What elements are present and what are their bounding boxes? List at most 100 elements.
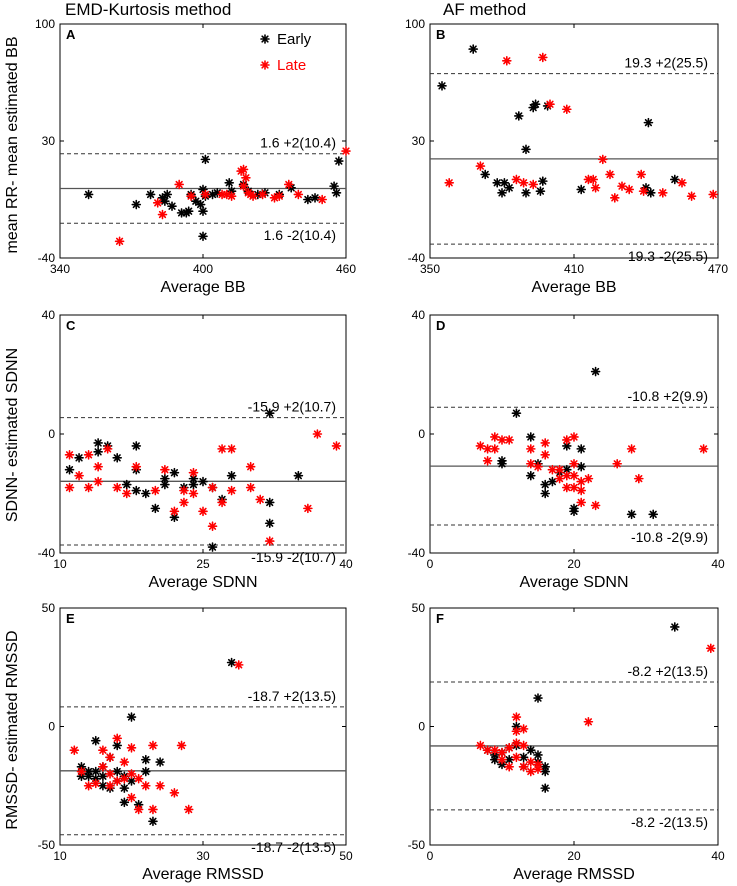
early-point (93, 447, 103, 457)
late-point (188, 488, 199, 499)
late-point (217, 497, 227, 508)
late-point (518, 177, 529, 188)
y-tick-label: 0 (418, 427, 425, 441)
late-point (698, 444, 709, 454)
late-point (525, 458, 536, 469)
x-tick-label: 20 (567, 557, 581, 571)
late-point (148, 740, 158, 751)
late-point (590, 183, 601, 193)
late-point (198, 506, 208, 517)
late-point (554, 464, 565, 475)
late-point (511, 752, 522, 763)
early-point (83, 771, 94, 782)
late-point (179, 497, 189, 508)
late-point (554, 473, 565, 484)
late-point (148, 804, 158, 815)
late-point (93, 476, 103, 487)
late-point (160, 464, 170, 475)
early-point (195, 199, 206, 210)
early-point (112, 766, 122, 777)
early-point (112, 740, 122, 751)
late-point (303, 503, 313, 514)
late-point (545, 99, 555, 110)
lower-limit-label: -18.7 -2(13.5) (251, 839, 336, 855)
late-point (525, 757, 536, 767)
early-point (141, 488, 151, 499)
late-point (497, 747, 507, 758)
late-point (274, 191, 285, 201)
early-point (83, 189, 94, 200)
early-point (226, 657, 237, 668)
x-tick-label: 40 (339, 557, 353, 571)
upper-limit-label: -10.8 +2(9.9) (627, 388, 708, 404)
late-point (226, 191, 237, 201)
early-point (540, 766, 551, 777)
x-tick-label: 470 (708, 262, 728, 276)
late-point (248, 191, 258, 201)
late-point (226, 485, 237, 496)
early-point (576, 184, 587, 195)
upper-limit-label: 1.6 +2(10.4) (260, 135, 336, 151)
early-point (264, 497, 275, 508)
late-point (511, 712, 522, 722)
lower-limit-label: -15.9 -2(10.7) (251, 549, 336, 565)
early-point (224, 177, 235, 188)
late-point (112, 776, 122, 786)
late-point (133, 773, 144, 784)
early-point (183, 206, 194, 216)
late-point (636, 169, 647, 180)
late-point (705, 643, 716, 654)
late-point (257, 189, 268, 200)
y-tick-label: 0 (418, 720, 425, 734)
early-point (74, 452, 84, 463)
early-point (521, 188, 531, 198)
late-point (686, 191, 697, 201)
late-point (540, 450, 551, 460)
early-point (590, 366, 601, 377)
y-tick-label: 30 (42, 134, 56, 148)
early-point (207, 542, 218, 552)
late-point (90, 778, 101, 789)
early-point (576, 461, 587, 472)
late-point (475, 740, 486, 751)
early-point (98, 771, 108, 782)
late-point (255, 494, 266, 505)
x-tick-label: 40 (711, 557, 725, 571)
x-tick-label: 460 (336, 262, 356, 276)
y-tick-label: -40 (408, 251, 426, 265)
x-tick-label: 20 (567, 849, 581, 863)
y-tick-label: -50 (408, 838, 426, 852)
late-point (489, 745, 500, 756)
panel-c: 10 25 40 -40 0 40 Average SDNN C -15.9 +2(10.7) -… (38, 308, 353, 591)
early-point (167, 201, 177, 211)
late-point (74, 470, 84, 481)
late-point (93, 461, 103, 472)
panel-letter: B (436, 27, 445, 42)
late-point (482, 455, 493, 466)
legend-early-marker (260, 34, 270, 44)
late-point (200, 189, 211, 200)
legend-late-marker (260, 60, 270, 70)
late-point (76, 766, 87, 777)
late-point (489, 432, 500, 442)
late-point (489, 444, 500, 454)
early-point (511, 408, 522, 418)
y-tick-label: 50 (412, 601, 426, 615)
late-point (633, 473, 644, 484)
early-point (121, 479, 132, 490)
panel-e: 10 30 50 -50 0 50 Average RMSSD E -18.7 +2(13.5)… (38, 601, 353, 883)
early-point (329, 181, 339, 191)
early-point (492, 177, 503, 188)
late-point (83, 450, 94, 460)
early-point (160, 196, 170, 206)
early-point (576, 444, 587, 454)
early-point (264, 518, 275, 529)
early-point (540, 479, 551, 490)
late-point (126, 769, 137, 779)
early-point (131, 485, 142, 496)
x-tick-label: 0 (427, 557, 434, 571)
panel-a: 340 400 460 -40 30 100 Average BB A 1.6 +2(10.4)… (35, 17, 356, 296)
late-point (105, 752, 115, 763)
late-point (176, 740, 187, 751)
